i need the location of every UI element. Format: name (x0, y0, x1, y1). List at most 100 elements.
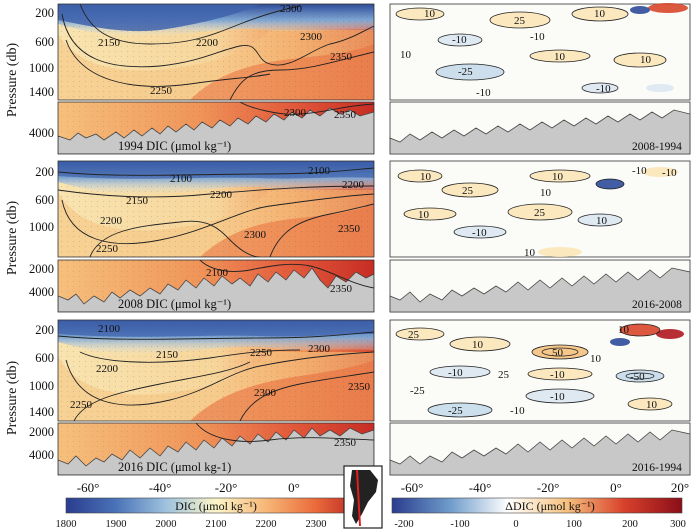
right-x-ticks: -60° -40° -20° 0° 20° (401, 480, 689, 495)
contour-label: 2200 (342, 179, 365, 191)
contour-label: 25 (408, 329, 420, 341)
colorbar-tick: 2200 (256, 519, 277, 530)
y-tick-label: 1000 (29, 61, 54, 75)
contour-label: 10 (424, 8, 436, 20)
contour-label: 2100 (206, 267, 229, 279)
panel-2016-upper (58, 320, 374, 421)
delta-panel-2008-1994-lower: 2008-1994 (389, 101, 691, 155)
contour-label: -25 (410, 385, 425, 397)
panel-label-2008: 2008 DIC (μmol kg⁻¹) (118, 297, 231, 311)
panel-2008-upper (58, 161, 374, 257)
x-tick-label: -60° (401, 480, 424, 495)
contour-label: -10 (472, 227, 487, 239)
colorbar-tick: 2000 (156, 519, 177, 530)
contour-label: 2300 (284, 107, 307, 119)
contour-label: -10 (596, 83, 611, 95)
colorbar-tick: 0 (513, 519, 518, 530)
contour-label: 2300 (244, 229, 267, 241)
y-tick-label: 2000 (29, 425, 54, 439)
contour-label: 2150 (126, 195, 149, 207)
contour-label: -10 (662, 167, 677, 179)
contour-label: -10 (550, 369, 565, 381)
section-line (356, 469, 361, 527)
contour-label: 2250 (150, 85, 173, 97)
y-tick-label: 200 (35, 165, 54, 179)
contour-label: 2300 (254, 387, 277, 399)
panel-1994-upper (58, 4, 374, 100)
panel-label-1994: 1994 DIC (μmol kg⁻¹) (118, 139, 231, 153)
contour-label: 25 (534, 207, 546, 219)
delta-panel-2016-1994-lower: 2016-1994 (389, 422, 691, 476)
panel-2008-lower (58, 260, 374, 312)
y-tick-label: 1400 (29, 405, 54, 419)
contour-label: 10 (472, 339, 484, 351)
colorbar-left: DIC (μmol kg⁻¹) 1800 1900 2000 2100 2200… (56, 497, 373, 530)
contour-labels-2008: 2100 2100 2150 2200 2200 2200 2250 2300 … (96, 165, 365, 255)
contour-label: 2300 (280, 3, 303, 15)
colorbar-tick: 2300 (306, 519, 327, 530)
contour-label: 10 (590, 353, 602, 365)
delta-panel-2016-2008-lower: 2016-2008 (389, 259, 691, 313)
colorbar-right: ΔDIC (μmol kg⁻¹) -200 -100 0 100 200 300 (391, 497, 686, 530)
inset-map (343, 465, 383, 529)
y-tick-label: 600 (35, 193, 54, 207)
panel-label-2008-1994: 2008-1994 (632, 141, 682, 153)
contour-label: 10 (418, 209, 430, 221)
colorbar-tick: 200 (622, 519, 638, 530)
contour-label: 2350 (330, 51, 353, 63)
x-tick-label: -60° (77, 480, 100, 495)
left-x-ticks: -60° -40° -20° 0° (77, 480, 300, 495)
contour-label: -10 (530, 31, 545, 43)
y-tick-label: 1000 (29, 220, 54, 234)
delta-labels-2016-1994: 25 10 10 50 -10 25 -10 -50 -25 -25 -10 1… (408, 324, 658, 417)
panel-label-2016-1994: 2016-1994 (632, 462, 682, 474)
y-tick-label: 600 (35, 351, 54, 365)
contour-label: 2300 (300, 31, 323, 43)
contour-label: 10 (400, 49, 412, 61)
y-tick-label: 200 (35, 323, 54, 337)
x-tick-label: -20° (537, 480, 560, 495)
colorbar-left-label: DIC (μmol kg⁻¹) (175, 499, 257, 513)
x-tick-label: -40° (469, 480, 492, 495)
y-tick-label: 1400 (29, 85, 54, 99)
contour-label: 2250 (96, 243, 119, 255)
colorbar-tick: 1800 (56, 519, 77, 530)
contour-label: 10 (594, 8, 606, 20)
y-tick-label: 2000 (29, 262, 54, 276)
left-y-ticks: 200 600 1000 1400 4000 200 600 1000 2000… (29, 6, 54, 462)
contour-label: 10 (420, 171, 432, 183)
contour-label: 10 (540, 187, 552, 199)
panel-1994-lower (58, 102, 374, 154)
y-tick-label: 200 (35, 6, 54, 20)
contour-label: 2100 (170, 173, 193, 185)
contour-label: -25 (448, 405, 463, 417)
contour-label: 10 (524, 247, 536, 259)
contour-label: 10 (552, 171, 564, 183)
delta-labels-2008-1994: 10 25 10 -10 10 -10 -25 10 10 -10 -10 (400, 8, 652, 99)
contour-label: 10 (646, 399, 658, 411)
contour-label: 25 (514, 15, 526, 27)
contour-label: -50 (630, 371, 645, 383)
colorbar-tick: -200 (394, 519, 413, 530)
colorbar-tick: 100 (566, 519, 582, 530)
contour-label: 2200 (100, 215, 123, 227)
contour-label: 2200 (210, 189, 233, 201)
contour-label: 2300 (308, 343, 331, 355)
contour-labels-1994-lower: 2300 2350 (284, 107, 357, 121)
contour-label: 2200 (196, 37, 219, 49)
x-tick-label: -40° (149, 480, 172, 495)
y-axis-title-1994: Pressure (db) (5, 43, 20, 118)
contour-label: -25 (458, 66, 473, 78)
contour-label: 2350 (338, 223, 361, 235)
contour-label: -10 (448, 367, 463, 379)
contour-label: 2100 (308, 165, 331, 177)
contour-label: -10 (452, 34, 467, 46)
contour-label: 2350 (348, 381, 371, 393)
y-axis-title-2008: Pressure (db) (5, 201, 20, 276)
contour-label: 2100 (98, 323, 121, 335)
colorbar-right-label: ΔDIC (μmol kg⁻¹) (505, 499, 594, 513)
y-axis-title-2016: Pressure (db) (5, 361, 20, 436)
panel-label-2016-2008: 2016-2008 (632, 299, 682, 311)
y-tick-label: 4000 (29, 285, 54, 299)
